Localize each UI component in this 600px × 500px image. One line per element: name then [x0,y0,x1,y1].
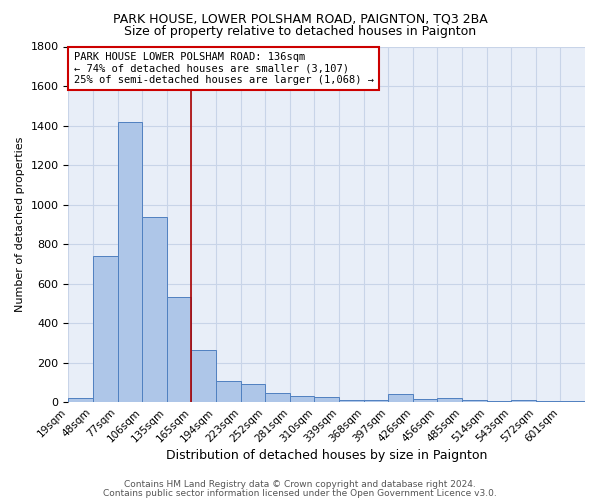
Bar [536,401,560,402]
Y-axis label: Number of detached properties: Number of detached properties [15,136,25,312]
Bar [388,394,413,402]
Bar [511,400,536,402]
Bar [241,384,265,402]
Text: Size of property relative to detached houses in Paignton: Size of property relative to detached ho… [124,25,476,38]
Bar [364,400,388,402]
X-axis label: Distribution of detached houses by size in Paignton: Distribution of detached houses by size … [166,450,487,462]
Bar [560,401,585,402]
Bar [437,398,462,402]
Bar [118,122,142,402]
Bar [216,382,241,402]
Bar [290,396,314,402]
Bar [68,398,93,402]
Bar [142,218,167,402]
Bar [339,400,364,402]
Bar [314,398,339,402]
Bar [487,401,511,402]
Bar [265,394,290,402]
Bar [462,400,487,402]
Text: PARK HOUSE, LOWER POLSHAM ROAD, PAIGNTON, TQ3 2BA: PARK HOUSE, LOWER POLSHAM ROAD, PAIGNTON… [113,12,487,26]
Bar [413,400,437,402]
Bar [191,350,216,402]
Text: Contains public sector information licensed under the Open Government Licence v3: Contains public sector information licen… [103,489,497,498]
Text: PARK HOUSE LOWER POLSHAM ROAD: 136sqm
← 74% of detached houses are smaller (3,10: PARK HOUSE LOWER POLSHAM ROAD: 136sqm ← … [74,52,374,85]
Bar [93,256,118,402]
Text: Contains HM Land Registry data © Crown copyright and database right 2024.: Contains HM Land Registry data © Crown c… [124,480,476,489]
Bar [167,298,191,402]
